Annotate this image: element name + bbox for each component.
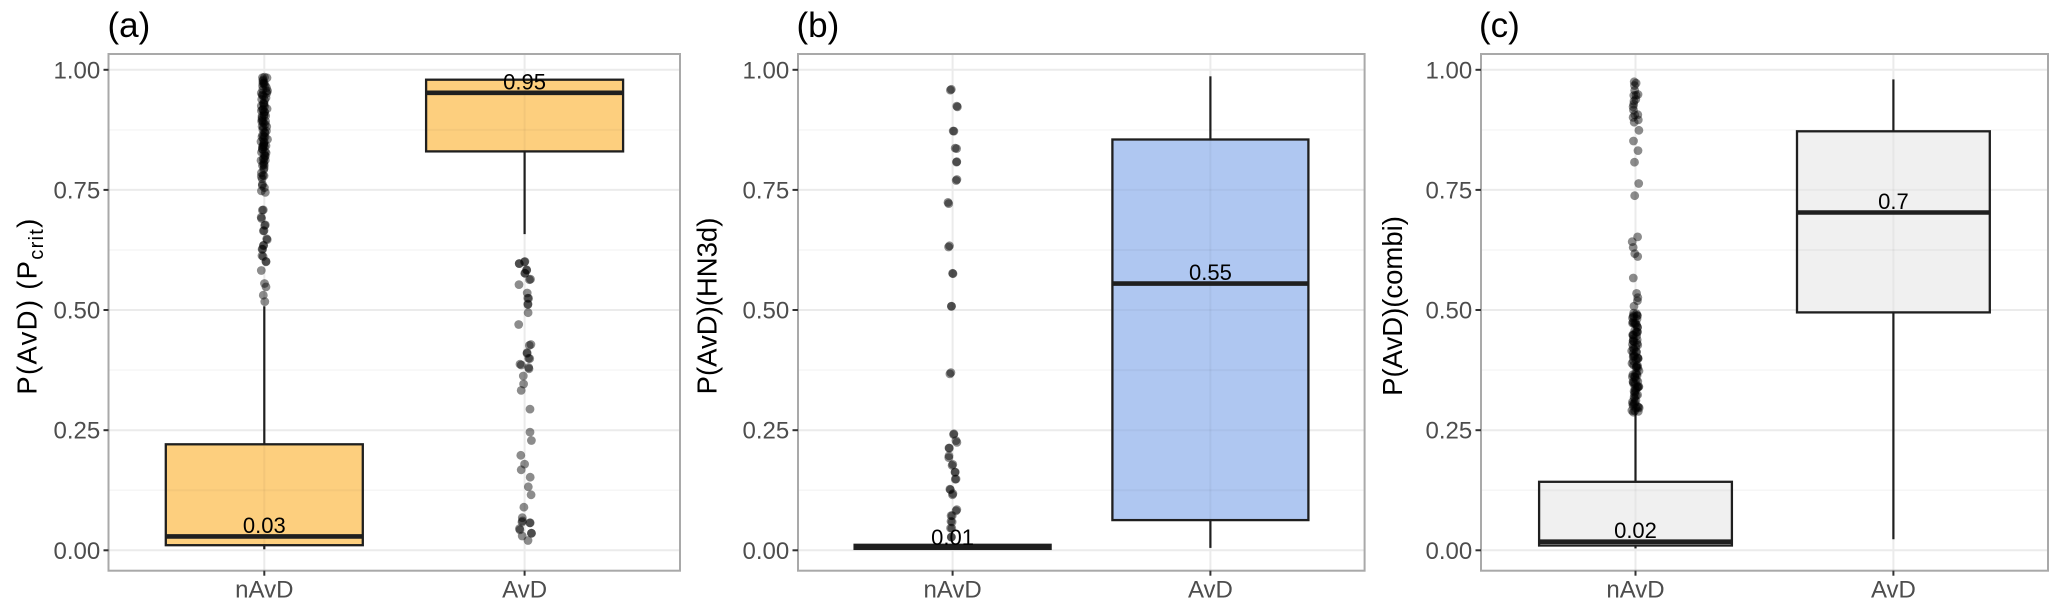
svg-text:(b): (b) [797,6,840,45]
svg-text:nAvD: nAvD [1606,577,1664,604]
svg-text:0.25: 0.25 [742,418,789,445]
svg-text:0.75: 0.75 [1425,177,1472,204]
svg-text:1.00: 1.00 [53,57,100,84]
svg-text:0.75: 0.75 [53,177,100,204]
svg-text:AvD: AvD [502,577,547,604]
svg-text:nAvD: nAvD [235,577,293,604]
svg-text:0.95: 0.95 [503,69,546,94]
svg-text:0.55: 0.55 [1189,260,1232,285]
svg-text:(c): (c) [1479,6,1520,45]
svg-text:(a): (a) [108,6,151,45]
svg-text:0.00: 0.00 [53,538,100,565]
svg-text:0.01: 0.01 [931,525,974,550]
svg-text:1.00: 1.00 [1425,57,1472,84]
svg-text:0.00: 0.00 [742,538,789,565]
svg-text:AvD: AvD [1871,577,1916,604]
svg-text:1.00: 1.00 [742,57,789,84]
svg-text:0.75: 0.75 [742,177,789,204]
svg-text:P(AvD)(HN3d): P(AvD)(HN3d) [692,218,723,395]
svg-text:0.50: 0.50 [53,298,100,325]
svg-text:0.7: 0.7 [1878,189,1909,214]
svg-text:0.02: 0.02 [1614,518,1657,543]
svg-text:0.50: 0.50 [742,298,789,325]
svg-text:0.25: 0.25 [1425,418,1472,445]
svg-text:0.25: 0.25 [53,418,100,445]
svg-text:AvD: AvD [1188,577,1233,604]
svg-text:nAvD: nAvD [923,577,981,604]
svg-text:P(AvD)(combi): P(AvD)(combi) [1377,216,1408,396]
svg-text:0.00: 0.00 [1425,538,1472,565]
svg-text:0.03: 0.03 [243,513,286,538]
svg-text:0.50: 0.50 [1425,298,1472,325]
